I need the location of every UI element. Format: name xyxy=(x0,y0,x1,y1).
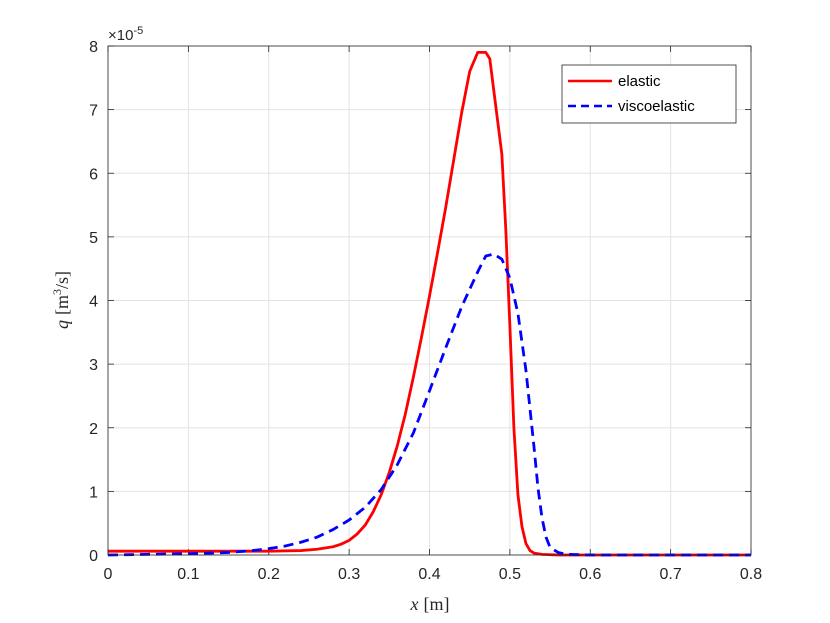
y-tick-label: 8 xyxy=(89,39,98,56)
series-line-elastic xyxy=(108,50,751,557)
y-axis-label: q[m3/s] xyxy=(50,271,72,329)
x-tick-label: 0.4 xyxy=(418,566,440,583)
y-tick-label: 3 xyxy=(89,357,98,374)
legend-box xyxy=(561,64,737,124)
y-tick-label: 2 xyxy=(89,421,98,438)
x-tick-label: 0.3 xyxy=(338,566,360,583)
x-tick-label: 0.6 xyxy=(579,566,601,583)
series-lines xyxy=(107,50,751,557)
x-tick-label: 0.5 xyxy=(499,566,521,583)
y-multiplier: ×10-5 xyxy=(108,25,143,44)
x-tick-label: 0.8 xyxy=(740,566,762,583)
x-tick-label: 0.2 xyxy=(258,566,280,583)
y-tick-label: 6 xyxy=(89,166,98,183)
y-tick-label: 0 xyxy=(89,548,98,565)
x-tick-label: 0.7 xyxy=(660,566,682,583)
x-axis-label: x [m] xyxy=(410,594,450,614)
axes-box xyxy=(107,45,752,556)
y-tick-label: 1 xyxy=(89,484,98,501)
x-tick-label: 0.1 xyxy=(177,566,199,583)
series-line-viscoelastic xyxy=(107,252,751,557)
legend-label-elastic: elastic xyxy=(618,73,661,90)
y-tick-label: 4 xyxy=(89,294,98,311)
legend: elastic viscoelastic xyxy=(561,64,737,124)
y-tick-label: 5 xyxy=(89,230,98,247)
x-tick-label: 0 xyxy=(104,566,113,583)
legend-label-viscoelastic: viscoelastic xyxy=(618,98,695,115)
y-tick-label: 7 xyxy=(89,103,98,120)
